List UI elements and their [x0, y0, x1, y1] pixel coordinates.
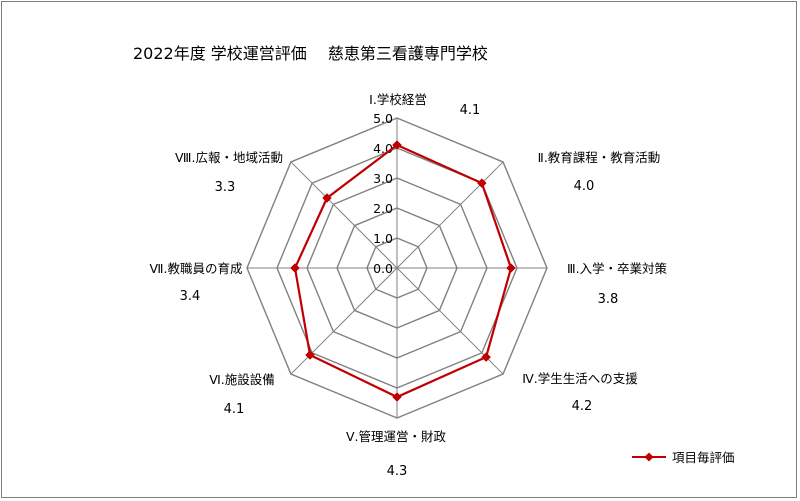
- value-label: 3.3: [215, 180, 236, 195]
- value-label: 4.1: [460, 103, 481, 118]
- category-label: Ⅲ.入学・卒業対策: [567, 261, 668, 276]
- grid-spoke: [396, 161, 504, 269]
- tick-label: 4.0: [373, 141, 393, 156]
- tick-label: 1.0: [373, 231, 393, 246]
- category-label: Ⅰ.学校経営: [369, 92, 427, 107]
- legend: 項目毎評価: [632, 450, 735, 465]
- tick-label: 5.0: [373, 111, 393, 126]
- category-label: Ⅶ.教職員の育成: [150, 261, 243, 276]
- grid-spoke: [290, 161, 398, 269]
- value-label: 4.1: [224, 402, 245, 417]
- data-point: [392, 392, 402, 402]
- legend-label: 項目毎評価: [672, 450, 735, 465]
- value-label: 3.8: [598, 292, 619, 307]
- data-point: [305, 350, 315, 360]
- tick-label: 3.0: [373, 171, 393, 186]
- category-label: Ⅱ.教育課程・教育活動: [538, 150, 661, 165]
- category-label: Ⅴ.管理運営・財政: [346, 429, 447, 444]
- data-point: [392, 140, 402, 150]
- legend-marker: [644, 452, 654, 462]
- data-point: [290, 263, 300, 273]
- series-layer: [290, 140, 516, 402]
- value-label: 4.2: [572, 399, 593, 414]
- category-label: Ⅷ.広報・地域活動: [175, 150, 283, 165]
- radial-tick-labels: 0.0 1.0 2.0 3.0 4.0 5.0: [373, 111, 393, 276]
- category-label: Ⅳ.学生生活への支援: [522, 371, 638, 386]
- tick-label: 2.0: [373, 201, 393, 216]
- tick-label: 0.0: [373, 261, 393, 276]
- data-point: [506, 263, 516, 273]
- value-label: 3.4: [180, 289, 201, 304]
- data-point: [481, 352, 491, 362]
- value-label: 4.0: [574, 179, 595, 194]
- chart-title: 2022年度 学校運営評価 慈恵第三看護専門学校: [133, 44, 488, 63]
- value-label: 4.3: [387, 464, 408, 479]
- category-labels: Ⅰ.学校経営 4.1 Ⅱ.教育課程・教育活動 4.0 Ⅲ.入学・卒業対策 3.8 Ⅳ.学生生…: [150, 92, 668, 479]
- data-point: [322, 193, 332, 203]
- category-label: Ⅵ.施設設備: [209, 372, 275, 387]
- data-point: [476, 178, 487, 189]
